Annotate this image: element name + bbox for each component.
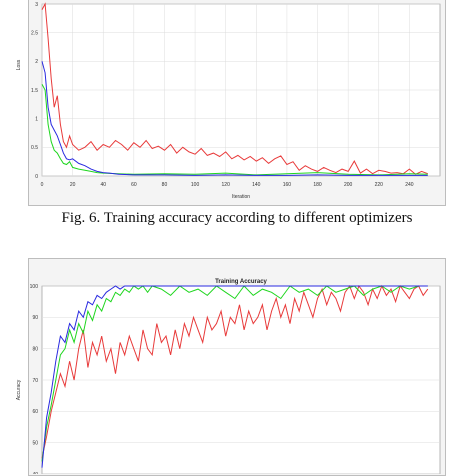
y-axis-label: Loss — [16, 59, 22, 70]
x-tick-label: 240 — [405, 182, 414, 188]
y-tick-label: 0 — [35, 174, 38, 180]
x-tick-label: 120 — [222, 182, 231, 188]
series-line — [41, 285, 428, 468]
y-tick-label: 90 — [32, 315, 38, 321]
y-tick-label: 80 — [32, 346, 38, 352]
x-tick-label: 60 — [131, 182, 137, 188]
y-tick-label: 1 — [35, 116, 38, 122]
x-tick-label: 20 — [70, 182, 76, 188]
y-tick-label: 60 — [32, 409, 38, 415]
y-tick-label: 40 — [32, 472, 38, 474]
y-tick-label: 2.5 — [31, 30, 38, 36]
y-tick-label: 1.5 — [31, 88, 38, 94]
y-tick-label: 100 — [30, 284, 39, 290]
y-tick-label: 50 — [32, 440, 38, 446]
x-tick-label: 100 — [191, 182, 200, 188]
series-line — [41, 2, 428, 175]
x-tick-label: 140 — [252, 182, 261, 188]
x-tick-label: 80 — [162, 182, 168, 188]
x-tick-label: 40 — [100, 182, 106, 188]
x-tick-label: 200 — [344, 182, 353, 188]
x-tick-label: 0 — [41, 182, 44, 188]
y-tick-label: 0.5 — [31, 145, 38, 151]
x-tick-label: 160 — [283, 182, 292, 188]
series-line — [41, 284, 429, 459]
chart-title: Training Accuracy — [215, 279, 267, 285]
figure-caption: Fig. 6. Training accuracy according to d… — [61, 210, 413, 226]
series-line — [41, 61, 428, 176]
x-tick-label: 180 — [313, 182, 322, 188]
y-tick-label: 3 — [35, 2, 38, 8]
y-tick-label: 70 — [32, 378, 38, 384]
x-axis-label: Iteration — [232, 194, 250, 200]
series-line — [41, 84, 428, 176]
x-tick-label: 220 — [375, 182, 384, 188]
y-tick-label: 2 — [35, 59, 38, 65]
y-axis-label: Accuracy — [16, 379, 22, 400]
